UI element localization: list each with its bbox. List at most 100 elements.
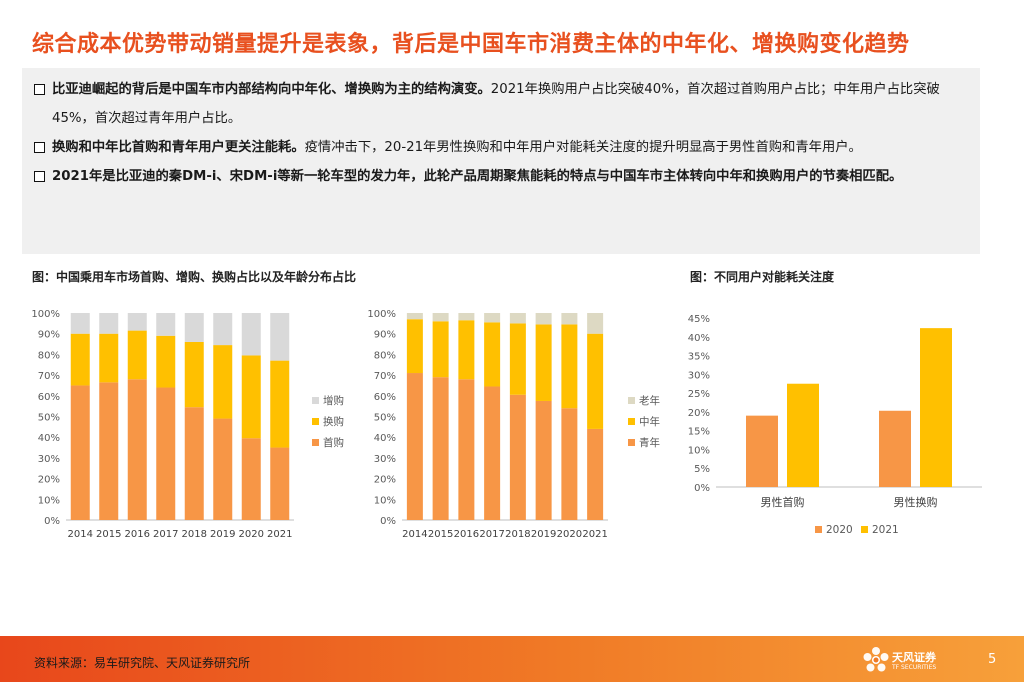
x-tick-label: 2014 [68, 529, 93, 540]
legend-swatch [628, 418, 635, 425]
bar-segment-首购 [99, 382, 119, 520]
chart-caption-purchase-age: 图：中国乘用车市场首购、增购、换购占比以及年龄分布占比 [32, 270, 357, 284]
bar-segment-换购 [127, 330, 147, 380]
bar-segment-增购 [270, 313, 290, 361]
bar-segment-首购 [127, 379, 147, 520]
bar-segment-中年 [406, 319, 423, 374]
bullet-point-2: 换购和中年比首购和青年用户更关注能耗。疫情冲击下，20-21年男性换购和中年用户… [34, 133, 966, 162]
bullet-1-text: 2021年换购用户占比突破40%，首次超过首购用户占比；中年用户占比突破45%，… [52, 82, 940, 126]
bar-2020 [746, 415, 778, 487]
y-tick-label: 30% [688, 370, 710, 381]
y-tick-label: 80% [38, 350, 60, 361]
x-tick-label: 2014 [402, 529, 427, 540]
legend-label: 首购 [323, 436, 344, 449]
checkbox-square-icon [34, 142, 45, 153]
x-tick-label: 2021 [267, 529, 292, 540]
legend-label: 2020 [826, 524, 853, 536]
bar-segment-中年 [587, 333, 604, 429]
bar-segment-中年 [535, 324, 552, 401]
x-tick-label: 2015 [428, 529, 453, 540]
bar-segment-老年 [458, 313, 475, 321]
y-tick-label: 15% [688, 427, 710, 438]
brand-name-cn: 天风证券 [892, 651, 936, 664]
x-tick-label: 2019 [210, 529, 235, 540]
y-tick-label: 20% [688, 408, 710, 419]
bar-segment-青年 [458, 379, 475, 520]
bar-segment-中年 [509, 323, 526, 395]
x-tick-label: 2019 [531, 529, 556, 540]
bar-segment-老年 [561, 313, 578, 325]
bar-segment-老年 [484, 313, 501, 323]
x-tick-label: 2020 [239, 529, 264, 540]
x-tick-label: 2020 [557, 529, 582, 540]
x-tick-label: 2016 [125, 529, 150, 540]
y-tick-label: 10% [38, 495, 60, 506]
y-tick-label: 40% [38, 433, 60, 444]
footer-bar: 资料来源：易车研究院、天风证券研究所 天风证券 TF SECURITIES 5 [0, 636, 1024, 682]
y-tick-label: 20% [38, 475, 60, 486]
bar-segment-换购 [99, 333, 119, 383]
bar-2021 [787, 383, 819, 487]
legend-label: 2021 [872, 524, 899, 536]
legend-label: 增购 [323, 394, 344, 407]
x-tick-label: 2016 [454, 529, 479, 540]
bar-segment-首购 [184, 407, 204, 520]
legend-swatch [628, 439, 635, 446]
chart-energy-consumption-attention: 0% 5% 10% 15% 20% 25% 30% 35% 40% 45% 男性首购 男性换购 2020… [688, 314, 982, 536]
x-tick-label: 男性换购 [894, 495, 938, 509]
y-tick-label: 70% [38, 371, 60, 382]
y-tick-label: 100% [31, 309, 60, 320]
x-tick-label: 2018 [505, 529, 530, 540]
legend-label: 中年 [639, 415, 660, 428]
bar-segment-老年 [587, 313, 604, 334]
y-tick-label: 10% [688, 445, 710, 456]
bar-segment-增购 [213, 313, 233, 346]
legend-label: 老年 [639, 394, 660, 407]
bullet-3-bold: 2021年是比亚迪的秦DM-i、宋DM-i等新一轮车型的发力年，此轮产品周期聚焦… [52, 169, 903, 184]
y-tick-label: 20% [374, 475, 396, 486]
y-tick-label: 60% [38, 392, 60, 403]
bar-segment-换购 [241, 355, 261, 439]
bar-segment-首购 [156, 387, 176, 520]
bar-segment-青年 [561, 408, 578, 520]
bar-segment-首购 [213, 418, 233, 520]
bullet-2-text: 疫情冲击下，20-21年男性换购和中年用户对能耗关注度的提升明显高于男性首购和青… [304, 140, 862, 155]
checkbox-square-icon [34, 171, 45, 182]
y-tick-label: 60% [374, 392, 396, 403]
chart-purchase-type-share: 0%10%20%30%40%50%60%70%80%90%100%2014 201… [31, 309, 344, 540]
y-tick-label: 70% [374, 371, 396, 382]
brand-logo: 天风证券 TF SECURITIES [862, 646, 942, 676]
bar-segment-青年 [535, 400, 552, 520]
y-tick-label: 80% [374, 350, 396, 361]
bar-segment-老年 [432, 313, 449, 322]
bar-segment-换购 [156, 335, 176, 388]
bar-segment-增购 [184, 313, 204, 342]
key-points-box: 比亚迪崛起的背后是中国车市内部结构向中年化、增换购为主的结构演变。2021年换购… [22, 68, 980, 254]
chart-caption-energy-attention: 图：不同用户对能耗关注度 [690, 270, 835, 284]
bar-segment-增购 [241, 313, 261, 356]
y-tick-label: 40% [688, 333, 710, 344]
legend-swatch [312, 397, 319, 404]
legend-swatch [861, 526, 868, 533]
y-tick-label: 0% [380, 516, 396, 527]
y-tick-label: 25% [688, 389, 710, 400]
bar-segment-中年 [458, 320, 475, 380]
bar-segment-中年 [561, 324, 578, 409]
y-tick-label: 5% [694, 464, 710, 475]
bar-segment-换购 [213, 345, 233, 419]
bar-segment-老年 [509, 313, 526, 324]
bullet-point-1: 比亚迪崛起的背后是中国车市内部结构向中年化、增换购为主的结构演变。2021年换购… [34, 75, 966, 133]
y-tick-label: 40% [374, 433, 396, 444]
y-tick-label: 10% [374, 495, 396, 506]
page-title: 综合成本优势带动销量提升是表象，背后是中国车市消费主体的中年化、增换购变化趋势 [32, 32, 910, 57]
bar-2020 [879, 410, 911, 487]
bar-segment-中年 [432, 321, 449, 378]
x-tick-label: 2021 [582, 529, 607, 540]
bar-segment-首购 [270, 447, 290, 520]
bar-segment-青年 [406, 373, 423, 520]
x-tick-label: 2018 [182, 529, 207, 540]
legend-swatch [628, 397, 635, 404]
y-tick-label: 30% [374, 454, 396, 465]
bullet-2-bold: 换购和中年比首购和青年用户更关注能耗。 [52, 140, 305, 155]
bar-segment-换购 [270, 360, 290, 448]
